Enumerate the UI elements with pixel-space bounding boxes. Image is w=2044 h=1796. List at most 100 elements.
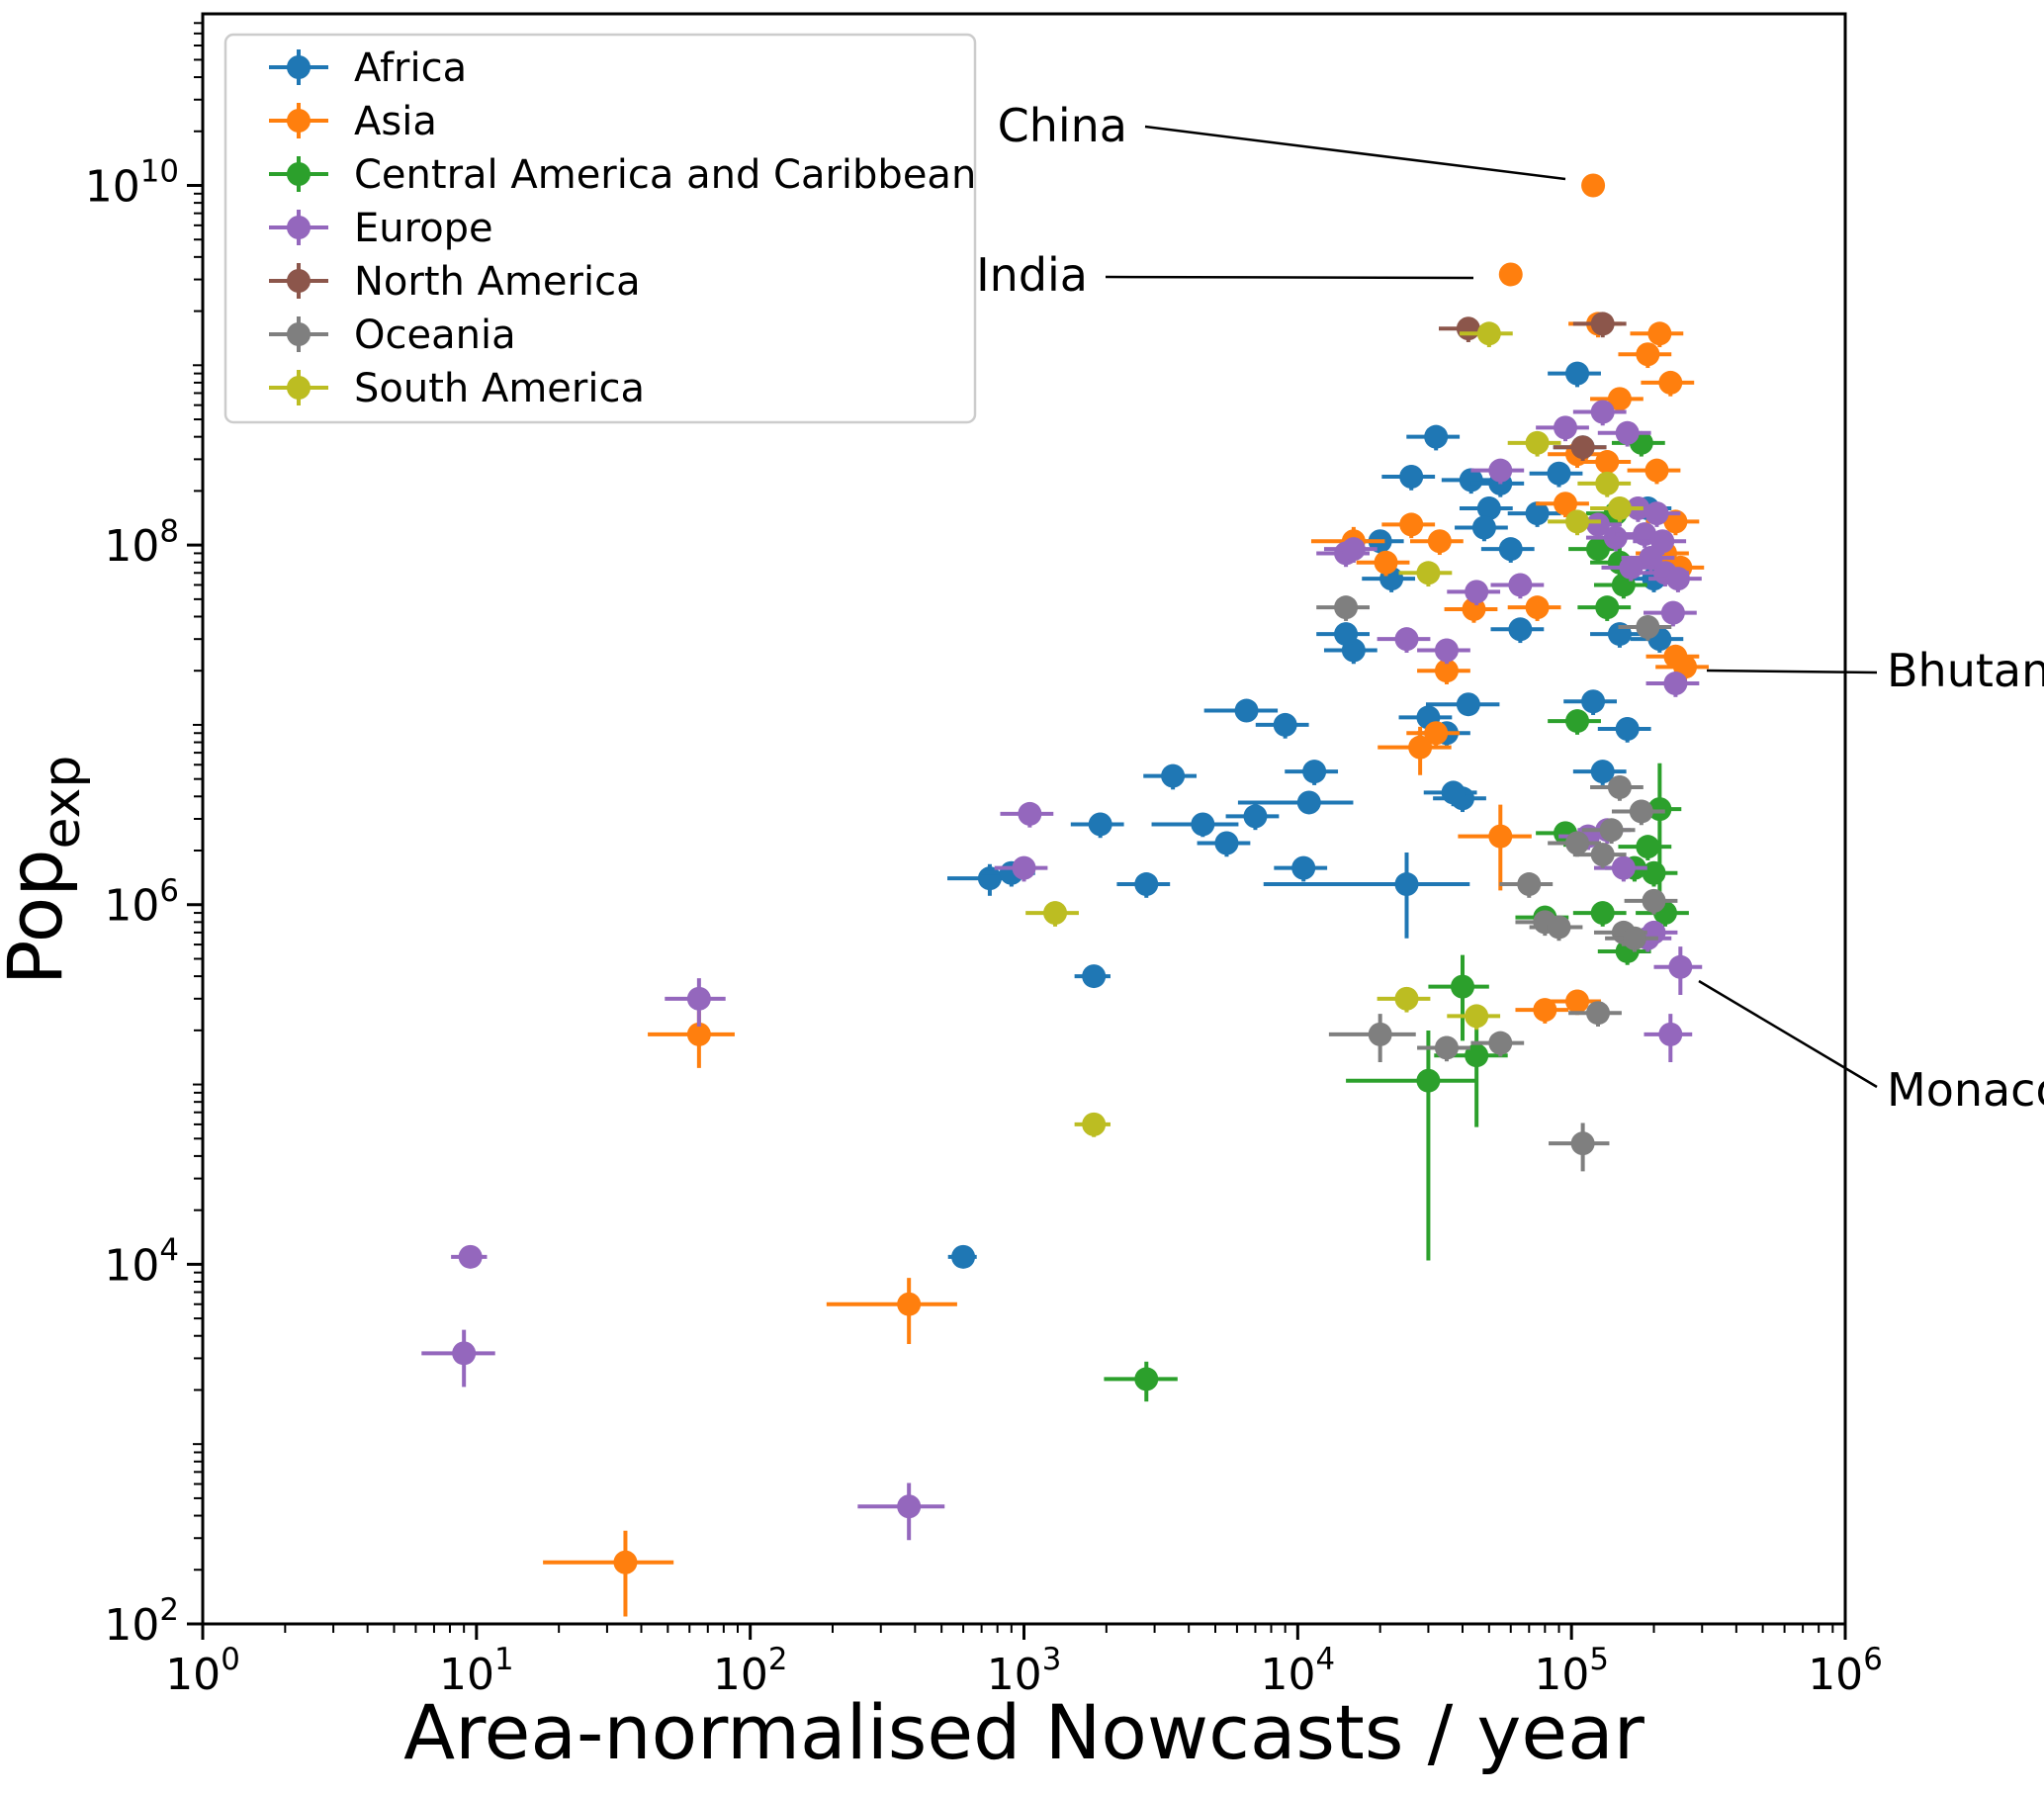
data-point [1642, 860, 1666, 885]
data-point [1639, 545, 1663, 570]
data-point [1533, 998, 1557, 1023]
data-point [1134, 1367, 1159, 1392]
data-point [1462, 596, 1486, 621]
data-point [1476, 496, 1501, 521]
data-point [977, 866, 1002, 891]
legend-box [223, 33, 977, 424]
legend-label: South America [354, 366, 645, 411]
data-point [1394, 627, 1419, 652]
data-point [1082, 964, 1107, 989]
annotation-leader-line [1706, 669, 1878, 674]
data-point [1629, 799, 1653, 824]
annotation-china: China [998, 99, 1566, 181]
data-point [1394, 872, 1419, 897]
data-point [1585, 512, 1610, 537]
data-point [1622, 926, 1646, 950]
annotation-leader-line [1144, 125, 1566, 181]
tick-label: 104 [1261, 1642, 1336, 1700]
data-point [1650, 529, 1675, 554]
data-point [1456, 692, 1480, 717]
legend-item-north-america: North America [269, 259, 641, 305]
data-point [1663, 509, 1688, 534]
series-europe [421, 400, 1703, 1541]
data-point [1607, 496, 1632, 521]
legend-marker-icon [287, 109, 311, 133]
data-point [1570, 435, 1595, 460]
legend-label: Africa [354, 45, 467, 91]
annotation-label: India [976, 248, 1088, 302]
data-point [1427, 529, 1452, 554]
legend-marker-icon [287, 376, 311, 400]
data-point [1553, 492, 1577, 516]
legend-marker-icon [287, 322, 311, 346]
data-point [1665, 567, 1690, 591]
data-point [1642, 888, 1666, 913]
data-point [1607, 774, 1632, 799]
legend-item-africa: Africa [269, 45, 467, 91]
data-point [1424, 424, 1449, 449]
series-oceania [1316, 595, 1678, 1172]
data-point [1273, 712, 1297, 737]
data-point [1595, 450, 1620, 475]
data-point [1590, 400, 1615, 424]
data-point [1668, 954, 1693, 979]
data-point [1465, 580, 1489, 604]
data-point [1341, 537, 1366, 562]
tick-label: 102 [713, 1642, 788, 1700]
legend-item-oceania: Oceania [269, 313, 516, 358]
data-point [1465, 1043, 1489, 1068]
data-point [1451, 974, 1475, 999]
series-north-america [1438, 312, 1627, 461]
data-point [1018, 801, 1042, 826]
data-point [1547, 915, 1571, 940]
data-point [1399, 512, 1424, 537]
data-point [1660, 600, 1685, 625]
legend-item-south-america: South America [269, 366, 645, 411]
data-point [1508, 617, 1533, 642]
data-point [1570, 1131, 1595, 1156]
data-point [1581, 173, 1606, 198]
tick-label: 106 [104, 873, 179, 932]
data-point [1012, 855, 1036, 880]
data-point [1161, 763, 1186, 788]
data-point [1644, 458, 1669, 483]
data-point [1296, 790, 1321, 815]
data-point [1399, 464, 1424, 489]
tick-label: 103 [987, 1642, 1062, 1700]
data-point [1508, 573, 1533, 597]
data-point [1525, 501, 1550, 526]
data-point [1619, 555, 1644, 580]
data-point [1636, 835, 1660, 859]
data-point [1243, 804, 1268, 829]
legend-label: Asia [354, 99, 437, 144]
annotation-label: China [998, 99, 1127, 152]
tick-label: 102 [104, 1592, 179, 1651]
data-point [613, 1550, 638, 1574]
tick-label: 106 [1808, 1642, 1883, 1700]
data-point [1658, 370, 1683, 395]
legend-marker-icon [287, 55, 311, 79]
data-point [1644, 501, 1669, 526]
data-point [1581, 689, 1606, 714]
annotation-monaco: Monaco [1698, 979, 2044, 1117]
data-point [1043, 901, 1068, 926]
data-point [1547, 461, 1571, 486]
data-point [1214, 831, 1239, 855]
data-point [1488, 458, 1513, 483]
legend-label: North America [354, 259, 641, 305]
data-point [686, 1022, 711, 1046]
data-point [1465, 1004, 1489, 1029]
legend-marker-icon [287, 216, 311, 239]
legend: Africa Asia Central America and Caribbean E… [223, 33, 977, 424]
data-point [1416, 561, 1441, 585]
tick-label: 100 [165, 1642, 240, 1700]
data-point [1663, 644, 1688, 669]
legend-marker-icon [287, 269, 311, 293]
y-axis-label: Popexp [0, 756, 92, 986]
data-point [1459, 468, 1483, 493]
tick-label: 104 [104, 1233, 179, 1292]
data-point [1434, 638, 1459, 663]
data-point [1424, 721, 1449, 746]
annotation-leader-line [1105, 275, 1474, 280]
data-point [1590, 901, 1615, 926]
